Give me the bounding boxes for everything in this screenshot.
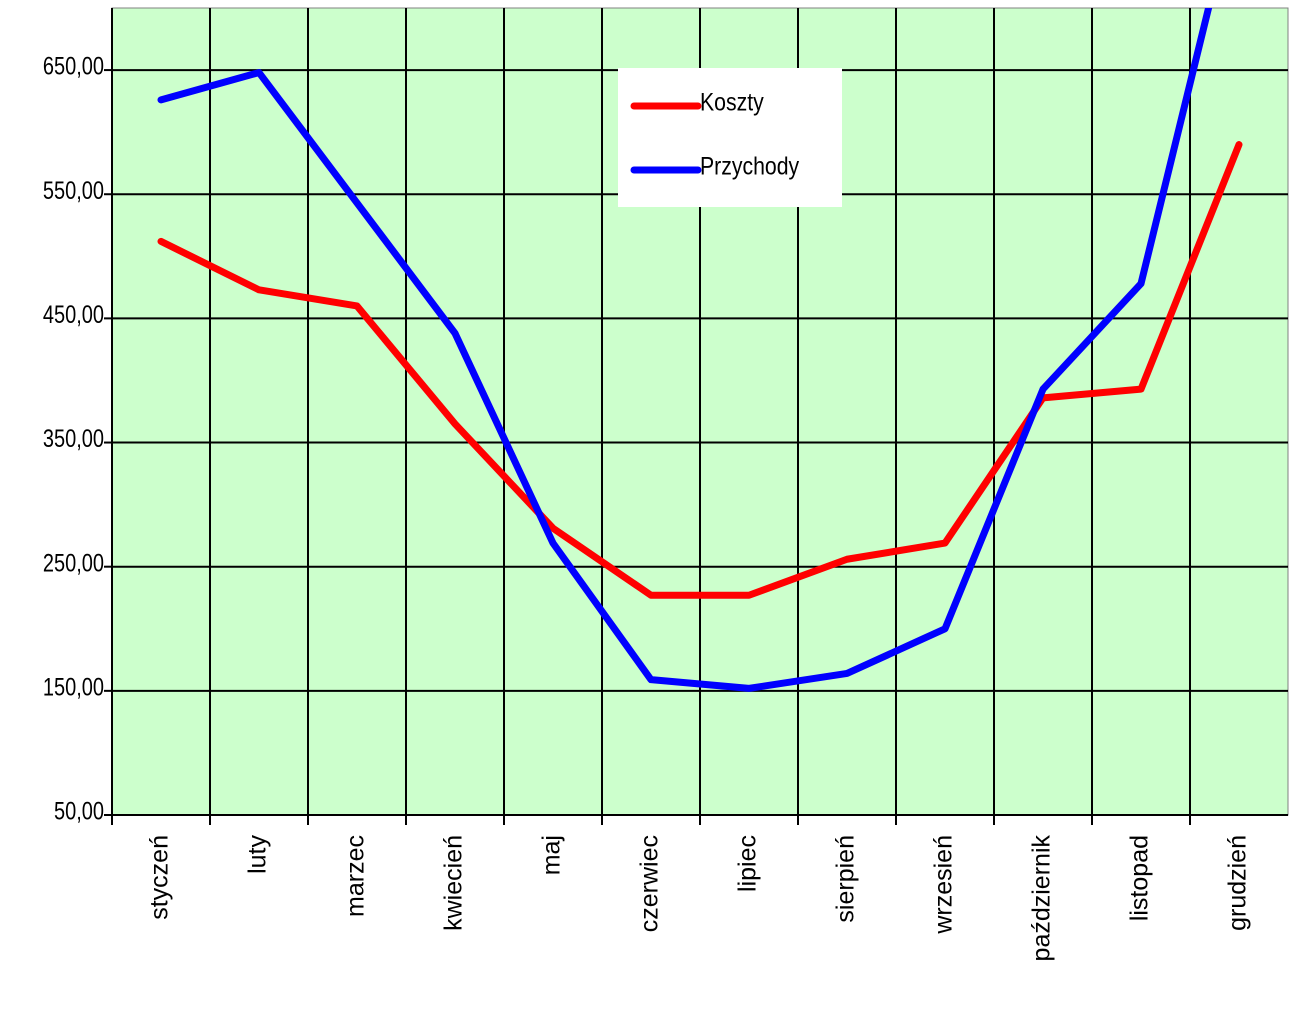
x-tick-label: marzec	[342, 835, 370, 917]
y-tick-label: 350,00	[43, 425, 104, 453]
y-tick-label: 50,00	[54, 798, 104, 826]
x-tick-label: sierpień	[832, 835, 860, 923]
series-line	[157, 141, 1243, 599]
x-tick-label: lipiec	[734, 835, 762, 892]
x-tick-label: październik	[1028, 835, 1056, 962]
x-tick-label: styczeń	[146, 835, 174, 920]
y-tick-label: 250,00	[43, 549, 104, 577]
x-tick-label: grudzień	[1224, 835, 1252, 931]
x-tick-label: kwiecień	[440, 835, 468, 931]
y-tick-label: 450,00	[43, 301, 104, 329]
series-line	[157, 8, 1213, 692]
x-tick-label: czerwiec	[636, 835, 664, 932]
plot-lines	[157, 8, 1243, 692]
y-tick-label: 650,00	[43, 53, 104, 81]
x-tick-label: wrzesień	[930, 835, 958, 935]
y-tick-label: 550,00	[43, 177, 104, 205]
x-tick-label: maj	[538, 835, 566, 875]
x-tick-label: listopad	[1126, 835, 1154, 921]
x-tick-label: luty	[244, 835, 272, 874]
legend-box	[618, 68, 842, 207]
legend-label: Przychody	[700, 152, 800, 180]
legend-label: Koszty	[700, 88, 764, 116]
y-tick-label: 150,00	[43, 673, 104, 701]
